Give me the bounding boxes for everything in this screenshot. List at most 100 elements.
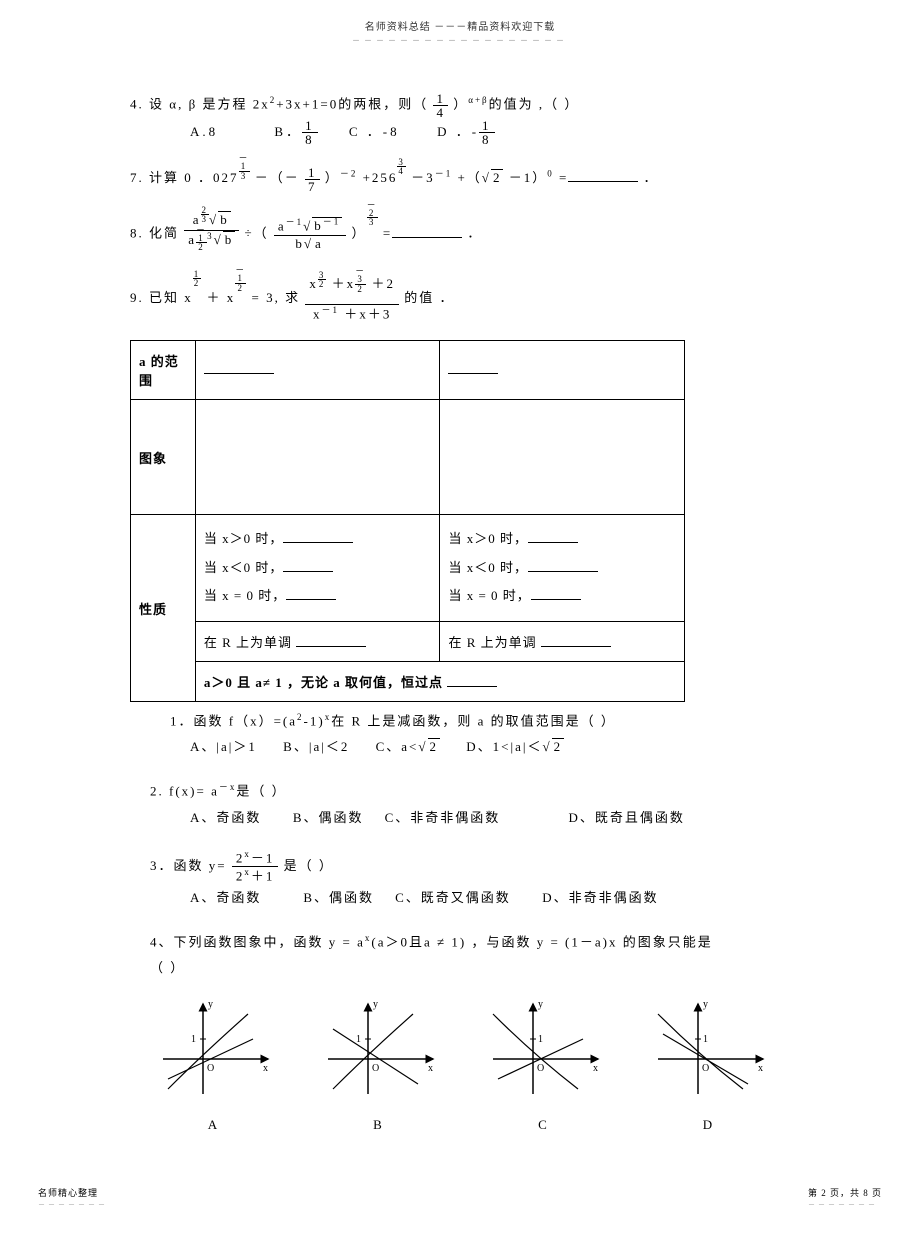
q7-frac1: 17: [305, 166, 320, 193]
q9-plus: ＋: [207, 290, 222, 305]
q8-a3: a: [278, 218, 286, 233]
cell-a-range: a 的范围: [131, 341, 196, 400]
p1bv2: ＜2: [326, 739, 350, 754]
p4-paren: （ ）: [150, 955, 790, 981]
pb4: [528, 531, 578, 543]
q7-blank: [568, 170, 638, 182]
q4-exp: α+β: [468, 95, 488, 105]
cell-graph-label: 图象: [131, 400, 196, 515]
q8-lhs-den: a－123√b: [184, 231, 239, 258]
mono2: 在 R 上为单调: [448, 635, 536, 650]
blank-2: [448, 362, 498, 374]
table-row: a 的范围: [131, 341, 685, 400]
go: O: [207, 1063, 214, 1074]
q4-text-c: +3x+1=0的两根，则（: [276, 96, 428, 111]
p2d: D、既奇且偶函数: [568, 810, 684, 825]
p1-text: 1．函数 f（x）=(a: [170, 713, 297, 728]
q7-exp3: 34: [397, 158, 406, 175]
q9-bn1: x: [309, 276, 318, 291]
cell-graph-1: [195, 400, 440, 515]
cell-props-2: 当 x＞0 时， 当 x＜0 时， 当 x = 0 时，: [440, 515, 685, 622]
q8-blank: [392, 226, 462, 238]
p3c: C、既奇又偶函数: [395, 890, 511, 905]
q8-e2d: 2: [196, 243, 207, 251]
a-range-label: a 的范围: [139, 354, 179, 388]
q4-text-d: 的值为 ,（ ）: [489, 96, 580, 111]
q7-exp2: －2: [340, 169, 358, 179]
cell-fixed-point: a＞0 且 a≠ 1 ，无论 a 取何值，恒过点: [195, 662, 684, 702]
p3d: D、非奇非偶函数: [542, 890, 658, 905]
table-row: 性质 当 x＞0 时， 当 x＜0 时， 当 x = 0 时， 当 x＞0 时，…: [131, 515, 685, 622]
p1dv4: 2: [552, 738, 565, 754]
q4-frac-num: 1: [433, 92, 448, 106]
q8-fe: －23: [367, 201, 378, 226]
p1dv: 1<: [493, 739, 511, 754]
main-content: 4. 设 α, β 是方程 2x2+3x+1=0的两根，则（ 14 ）α+β的值…: [0, 46, 920, 1133]
q4-opt-c: C ．-8: [349, 124, 400, 139]
p2a: A、奇函数: [190, 810, 261, 825]
q8-rhs: a－1√b－1 b√a: [274, 217, 346, 252]
p1dv2: a: [515, 739, 523, 754]
graph-b-svg: y x O 1: [318, 999, 438, 1099]
p1av2: ＞1: [233, 739, 257, 754]
footer-right: 第 2 页，共 8 页 －－－－－－－: [808, 1186, 882, 1210]
header-dots: －－－－－－－－－－－－－－－－－－: [0, 35, 920, 46]
q4-beta: β: [189, 96, 198, 111]
q7-num: 7.: [130, 170, 144, 185]
q9-bd1: x: [313, 306, 322, 321]
p1l1: 当 x＞0 时，: [204, 531, 284, 546]
q4-num: 4.: [130, 96, 144, 111]
q4-text-b: 是方程 2x: [202, 96, 269, 111]
p4-t2: (a＞0且a ≠ 1) ，与函数 y = (1－a)x 的图象只能是: [371, 934, 712, 949]
p2b: B、偶函数: [293, 810, 364, 825]
p3-num: 2x－1: [232, 849, 279, 868]
table-row: a＞0 且 a≠ 1 ，无论 a 取何值，恒过点: [131, 662, 685, 702]
q4-opt-b-frac: 18: [302, 119, 318, 146]
q4-text: 设: [149, 96, 164, 111]
q8-text-a: 化简: [149, 226, 179, 241]
p3-text: 3．函数 y=: [150, 858, 227, 873]
g1: 1: [191, 1034, 196, 1045]
q8-div: ÷（: [244, 226, 268, 241]
q9-e1d: 2: [193, 279, 202, 287]
svg-text:y: y: [373, 999, 378, 1010]
footer-left-text: 名师精心整理: [38, 1188, 98, 1198]
q4-b-num: 1: [302, 119, 318, 133]
q8-lhs-num: a23√b: [184, 211, 239, 231]
p1dv3: ＜: [528, 739, 543, 754]
q9-text-a: 已知: [149, 290, 179, 305]
p1av: a: [221, 739, 229, 754]
q4-d-num: 1: [479, 119, 495, 133]
p3fn2: －1: [251, 850, 275, 865]
graph-b: y x O 1 B: [303, 999, 453, 1133]
svg-text:O: O: [702, 1063, 709, 1074]
p3-frac: 2x－1 2x＋1: [232, 849, 279, 885]
p1a: A、: [190, 739, 216, 754]
graph-d: y x O 1 D: [633, 999, 783, 1133]
q4-opt-d: D ．-: [437, 124, 479, 139]
svg-text:O: O: [537, 1063, 544, 1074]
q7-text-d: +256: [363, 170, 398, 185]
cell-graph-2: [440, 400, 685, 515]
svg-text:x: x: [428, 1063, 433, 1074]
q9-num: 9.: [130, 290, 144, 305]
q9-bn3: 2: [386, 276, 395, 291]
q8-lhs: a23√b a－123√b: [184, 211, 239, 258]
graph-c: y x O 1 C: [468, 999, 618, 1133]
p1cv2: 2: [428, 738, 441, 754]
fixed-point-text: a＞0 且 a≠ 1 ，无论 a 取何值，恒过点: [204, 675, 443, 690]
p1cv: a<: [401, 739, 418, 754]
q7-text-a: 计算 0 ．027: [149, 170, 239, 185]
problem-2: 2. f(x)= a－x是（ ） A、奇函数 B、偶函数 C、非奇非偶函数 D、…: [130, 778, 790, 830]
svg-text:O: O: [372, 1063, 379, 1074]
q4-options: A.8 B．18 C ．-8 D ．-18: [130, 119, 790, 147]
graph-a: y x O 1 A: [138, 999, 288, 1133]
p2-t2: 是（ ）: [236, 784, 286, 799]
cell-range-1: [195, 341, 440, 400]
q8-eq: =: [383, 226, 392, 241]
pb6: [531, 588, 581, 600]
svg-text:1: 1: [538, 1034, 543, 1045]
q9-x2: x: [227, 290, 236, 305]
page-header: 名师资料总结 －－－精品资料欢迎下载: [0, 0, 920, 33]
pb2: [283, 560, 333, 572]
